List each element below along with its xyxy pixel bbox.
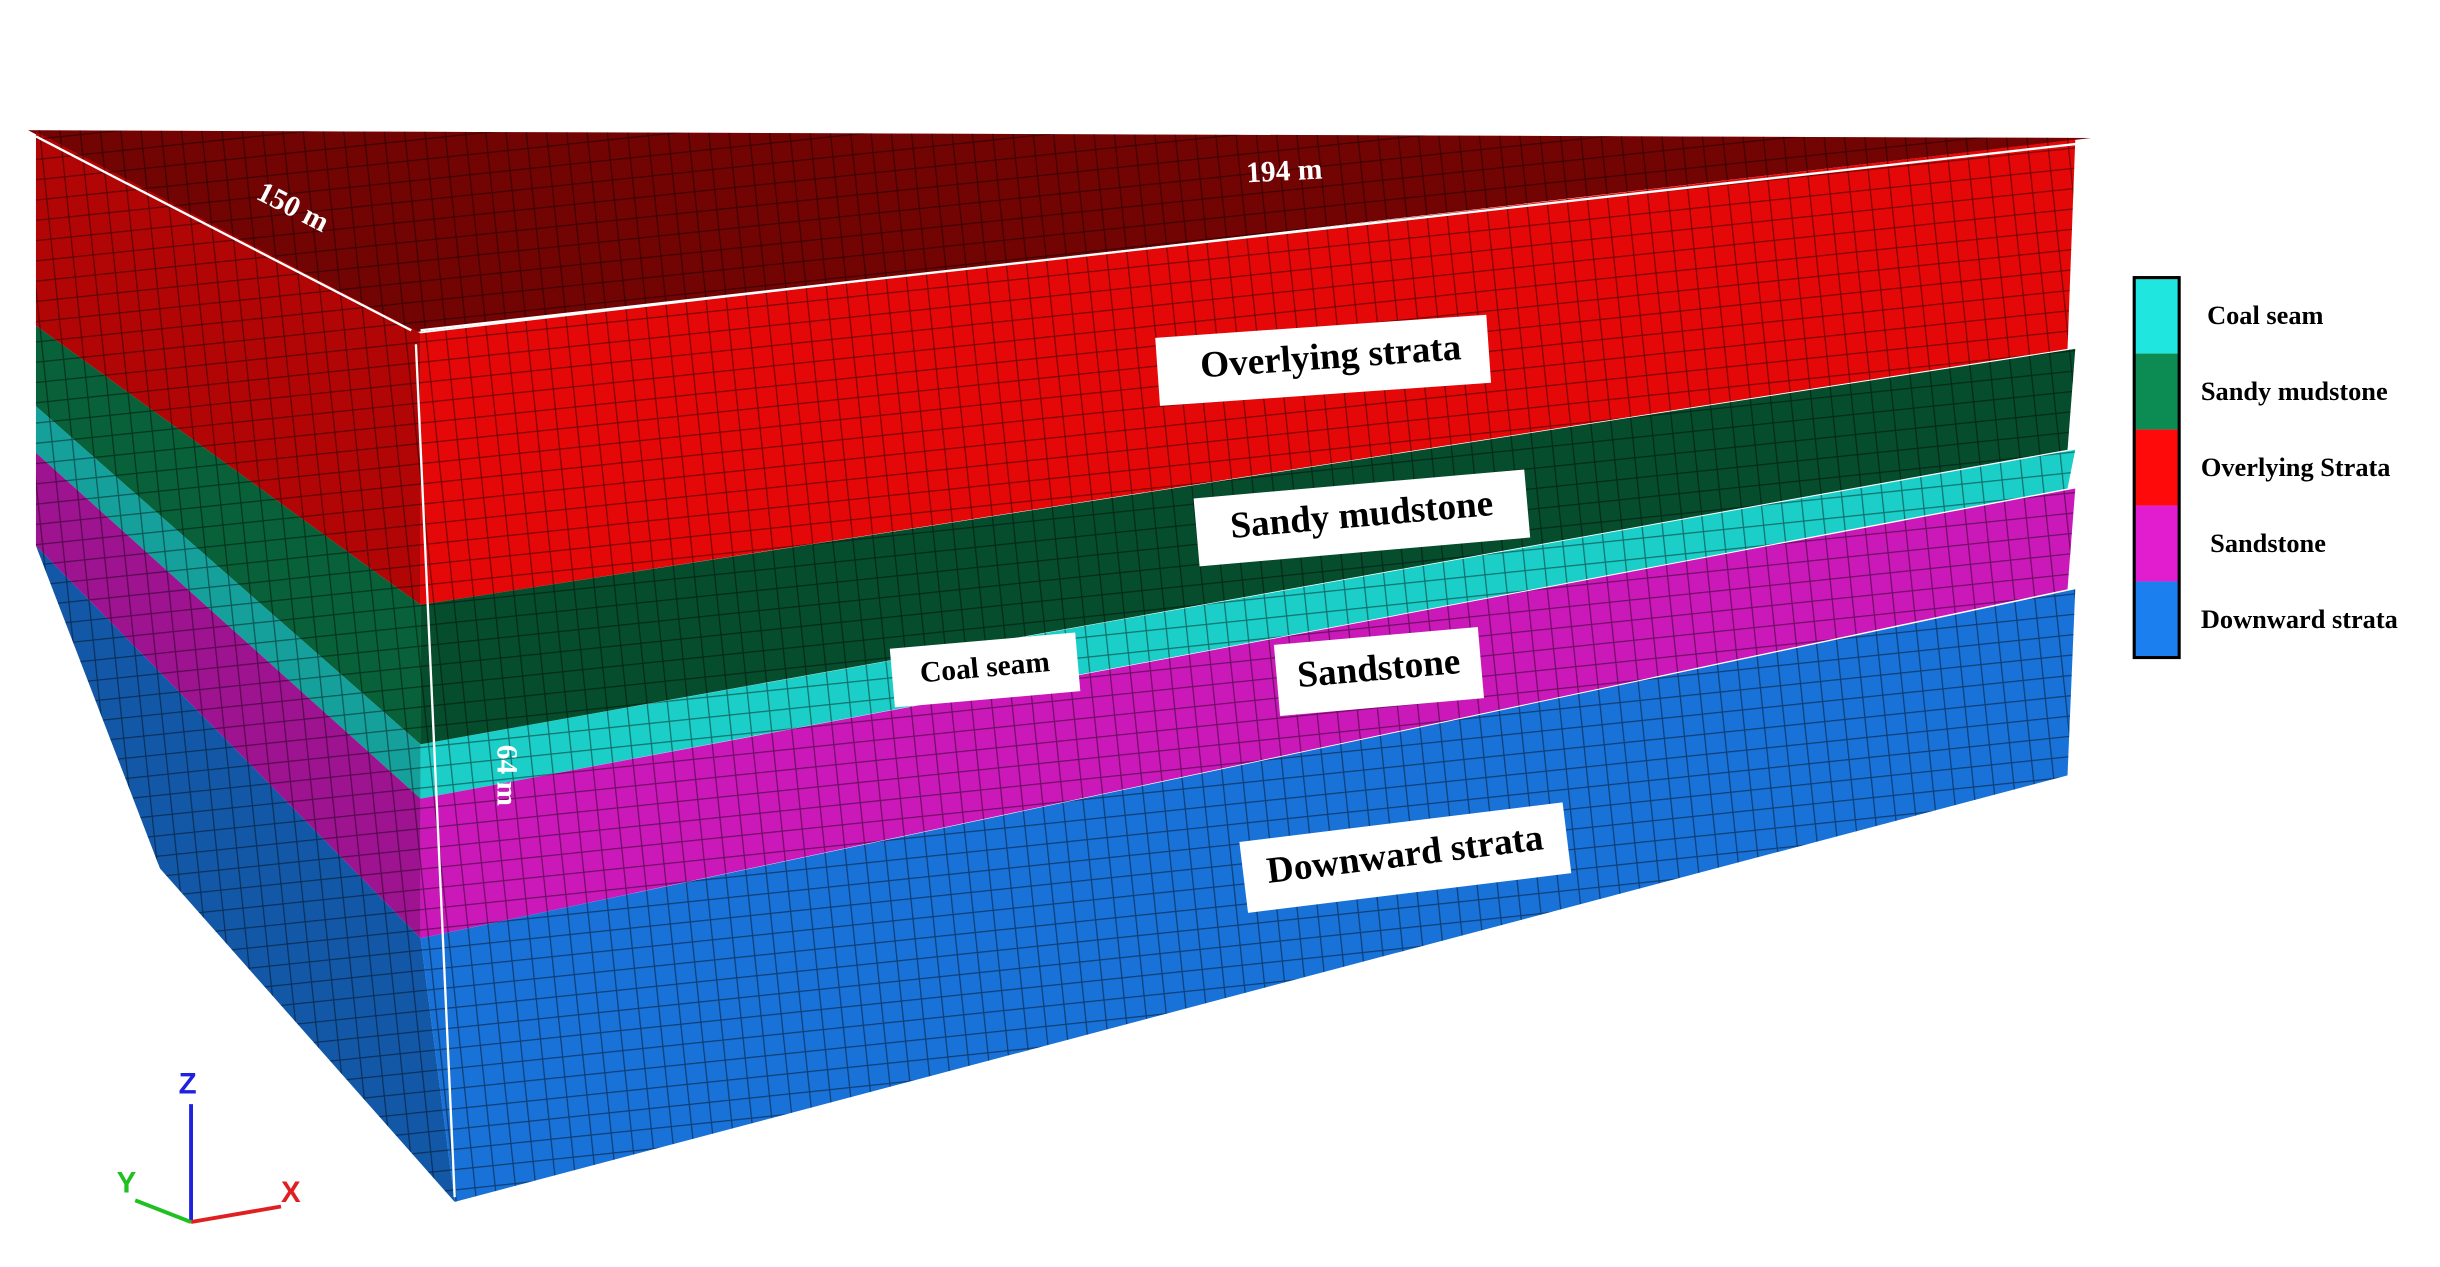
block-model: [28, 130, 2091, 1202]
layer-label-box: Overlying strata: [1155, 314, 1492, 406]
side-layer-grid: [35, 406, 421, 799]
width-line: [420, 141, 2088, 332]
axis-triad: [134, 1104, 282, 1224]
width-label: 194 m: [1245, 153, 1323, 189]
x-axis: [190, 1204, 282, 1224]
side-layer-grid: [35, 131, 421, 605]
x-label: X: [281, 1176, 301, 1209]
legend-swatch: [2134, 581, 2180, 658]
legend-label: Overlying Strata: [2201, 453, 2391, 482]
legend: Coal seam Sandy mudstone Overlying Strata S…: [2132, 276, 2398, 660]
layer-label-box: Sandy mudstone: [1193, 469, 1531, 567]
legend-label: Coal seam: [2207, 301, 2323, 330]
legend-label: Downward strata: [2201, 605, 2398, 634]
layer-label-box: Coal seam: [889, 632, 1081, 708]
height-line: [414, 344, 456, 1198]
dimension-lines: [35, 135, 2088, 1198]
legend-swatch: [2134, 429, 2180, 506]
legend-frame: [2132, 276, 2181, 660]
legend-swatch: [2134, 505, 2180, 582]
z-label: Z: [179, 1067, 197, 1100]
legend-swatch: [2134, 353, 2180, 430]
depth-line: [35, 135, 412, 332]
legend-label: Sandstone: [2210, 529, 2326, 558]
side-layer-grid: [35, 325, 421, 745]
legend-label: Sandy mudstone: [2201, 377, 2388, 406]
legend-swatch: [2134, 277, 2180, 354]
layer-label-box: Sandstone: [1273, 627, 1485, 716]
front-layer-grid: [420, 488, 2076, 939]
y-axis: [134, 1198, 192, 1224]
front-layer-grid: [420, 449, 2076, 799]
side-layer-grid: [35, 545, 455, 1202]
side-layer-grid: [35, 452, 421, 939]
y-label: Y: [117, 1167, 137, 1200]
top-face-grid: [28, 130, 2091, 332]
height-label: 64 m: [491, 745, 523, 807]
